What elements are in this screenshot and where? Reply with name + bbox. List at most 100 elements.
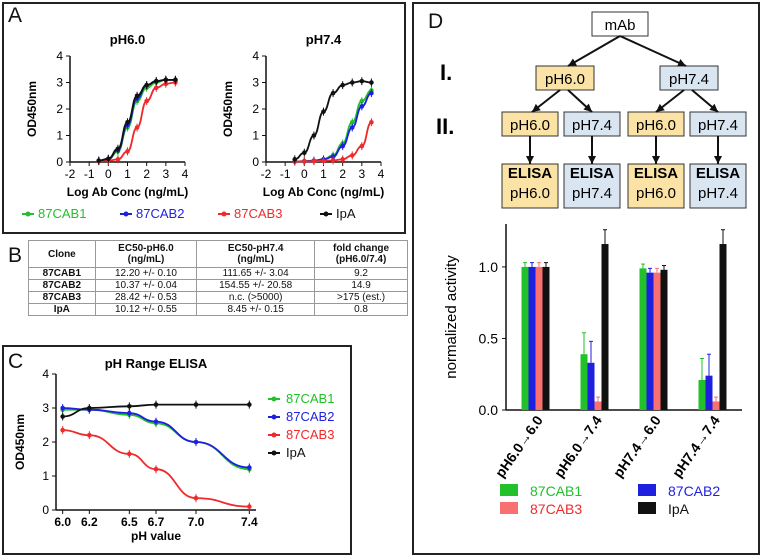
data-point-87CAB2 bbox=[359, 104, 365, 109]
legend-swatch bbox=[638, 502, 656, 514]
data-point-IpA bbox=[115, 146, 121, 152]
table-cell: 111.65 +/- 3.04 bbox=[196, 267, 316, 280]
data-point-IpA bbox=[144, 82, 149, 88]
data-point-IpA bbox=[153, 402, 159, 407]
tree-elisa-1-label: ELISA bbox=[570, 165, 614, 182]
data-point-87CAB2 bbox=[369, 90, 374, 96]
bar-87CAB1 bbox=[580, 354, 588, 410]
data-point-IpA bbox=[125, 119, 130, 125]
data-point-87CAB2 bbox=[60, 405, 65, 411]
y-tick-label: 2 bbox=[42, 435, 49, 449]
panel-label-b: B bbox=[8, 244, 23, 267]
tree-l1-ph60-label: pH6.0 bbox=[545, 71, 585, 88]
tree-elisa-0-label: ELISA bbox=[508, 165, 552, 182]
data-point-87CAB2 bbox=[349, 125, 355, 130]
tree-l2-2-label: pH6.0 bbox=[636, 117, 676, 134]
bar-87CAB1 bbox=[639, 268, 647, 410]
arrow-head bbox=[588, 156, 596, 164]
x-axis-label: Log Ab Conc (ng/mL) bbox=[67, 185, 189, 199]
data-point-87CAB3 bbox=[302, 159, 307, 164]
tree-l2-3-box bbox=[689, 111, 747, 137]
table-cell: 10.37 +/- 0.04 bbox=[94, 279, 198, 292]
data-point-87CAB3 bbox=[144, 98, 149, 104]
table-cell: 14.9 bbox=[314, 279, 408, 292]
data-point-87CAB3 bbox=[359, 143, 365, 149]
tree-root-label: mAb bbox=[605, 17, 636, 34]
tree-elisa-3-label: pH7.4 bbox=[698, 185, 738, 202]
y-tick-label: 3 bbox=[252, 76, 259, 90]
table-header-row: Clone EC50-pH6.0 (ng/mL) EC50-pH7.4 (ng/mL… bbox=[28, 240, 408, 268]
y-tick-label: 1 bbox=[56, 129, 63, 143]
chart-title: pH7.4 bbox=[306, 32, 342, 47]
table-cell: IpA bbox=[28, 303, 96, 316]
legend-label: 87CAB3 bbox=[286, 427, 334, 442]
data-point-IpA bbox=[106, 156, 111, 162]
data-point-87CAB1 bbox=[359, 98, 365, 104]
table-cell: 12.20 +/- 0.10 bbox=[94, 267, 198, 280]
x-tick-label: 3 bbox=[358, 167, 365, 181]
tree-l2-0-box bbox=[501, 111, 559, 137]
table-cell: 0.8 bbox=[314, 303, 408, 316]
data-point-87CAB3 bbox=[193, 495, 199, 501]
bar-87CAB3 bbox=[712, 401, 720, 410]
x-tick-label: 4 bbox=[378, 167, 385, 181]
x-tick-label: 7.4 bbox=[241, 515, 258, 529]
data-point-87CAB2 bbox=[340, 143, 345, 149]
bar-87CAB2 bbox=[587, 362, 595, 410]
data-point-IpA bbox=[173, 77, 178, 83]
data-point-87CAB3 bbox=[340, 157, 345, 162]
x-tick-label: pH7.4→7.4 bbox=[669, 412, 723, 480]
x-tick-label: 6.5 bbox=[121, 515, 138, 529]
data-point-87CAB3 bbox=[247, 504, 252, 509]
data-point-IpA bbox=[87, 405, 92, 411]
tree-elisa-0-label: pH6.0 bbox=[510, 185, 550, 202]
arrow-head bbox=[532, 103, 541, 112]
y-axis-label: normalized activity bbox=[443, 255, 460, 379]
legend-marker bbox=[271, 396, 277, 402]
data-point-IpA bbox=[359, 78, 365, 84]
legend-label: 87CAB1 bbox=[38, 206, 86, 221]
tree-elisa-3-box bbox=[689, 163, 747, 209]
chart-title: pH Range ELISA bbox=[105, 356, 208, 371]
bar-IpA bbox=[719, 244, 727, 410]
tree-elisa-1-label: pH7.4 bbox=[572, 185, 612, 202]
legend-swatch bbox=[638, 484, 656, 496]
legend-marker bbox=[271, 414, 277, 420]
data-point-IpA bbox=[330, 90, 336, 96]
table-row: 87CAB3 28.42 +/- 0.53 n.c. (>5000) >175 (es… bbox=[28, 291, 408, 304]
y-tick-label: 4 bbox=[42, 367, 49, 381]
level-2-label: II. bbox=[436, 114, 454, 139]
x-tick-label: 3 bbox=[162, 167, 169, 181]
legend-label: IpA bbox=[286, 445, 306, 460]
data-point-IpA bbox=[134, 93, 140, 99]
x-tick-label: 1 bbox=[320, 167, 327, 181]
data-point-IpA bbox=[163, 77, 169, 83]
tree-l2-2-box bbox=[627, 111, 685, 137]
tree-elisa-1-box bbox=[563, 163, 621, 209]
legend-label: IpA bbox=[336, 206, 356, 221]
tree-l1-ph60-box bbox=[535, 65, 595, 91]
legend-marker bbox=[221, 211, 227, 217]
data-point-87CAB3 bbox=[125, 149, 130, 154]
legend-label: 87CAB3 bbox=[234, 206, 282, 221]
data-point-IpA bbox=[340, 82, 345, 88]
y-tick-label: 0 bbox=[56, 155, 63, 169]
data-point-87CAB3 bbox=[369, 119, 374, 125]
x-tick-label: -1 bbox=[84, 167, 95, 181]
table-header: EC50-pH7.4 (ng/mL) bbox=[196, 240, 316, 268]
x-tick-label: pH7.4→6.0 bbox=[610, 412, 664, 480]
arrow-head bbox=[677, 59, 686, 67]
table-cell: 8.45 +/- 0.15 bbox=[196, 303, 316, 316]
legend-marker bbox=[323, 211, 329, 217]
y-tick-label: 0 bbox=[252, 155, 259, 169]
legend-label: 87CAB2 bbox=[286, 409, 334, 424]
bar-IpA bbox=[601, 244, 609, 410]
y-tick-label: 4 bbox=[56, 49, 63, 63]
data-point-IpA bbox=[96, 158, 102, 163]
series-line-87CAB2 bbox=[62, 407, 250, 469]
bar-87CAB3 bbox=[653, 272, 661, 410]
legend-marker bbox=[25, 211, 31, 217]
bar-87CAB1 bbox=[698, 379, 706, 410]
x-tick-label: 2 bbox=[143, 167, 150, 181]
